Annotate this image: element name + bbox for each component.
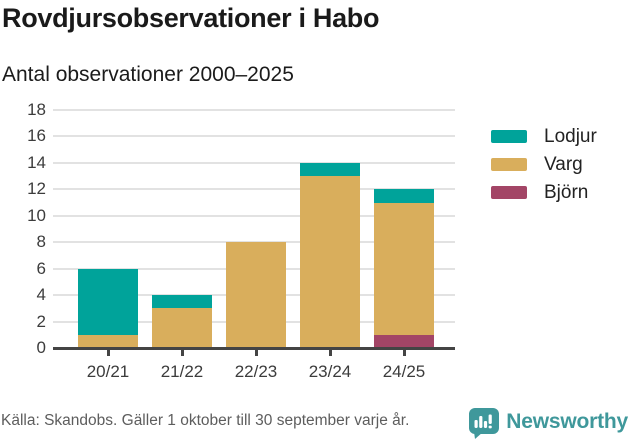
x-axis-tick-label: 24/25 xyxy=(382,362,426,381)
gridline-16 xyxy=(53,135,455,138)
bar-segment-varg-23-24 xyxy=(300,176,360,348)
bar-segment-lodjur-23-24 xyxy=(300,162,360,177)
bar-segment-lodjur-20-21 xyxy=(78,268,138,335)
x-axis-tick xyxy=(255,350,258,356)
y-axis-tick-label: 14 xyxy=(27,152,46,172)
chart-title: Rovdjursobservationer i Habo xyxy=(2,3,380,33)
legend: Lodjur Varg Björn xyxy=(491,127,597,211)
legend-swatch-lodjur xyxy=(491,130,527,143)
bar-segment-lodjur-24-25 xyxy=(374,189,434,203)
gridline-12 xyxy=(53,188,455,191)
legend-swatch-varg xyxy=(491,158,527,171)
bar-segment-varg-22-23 xyxy=(226,242,286,348)
bar-segment-varg-21-22 xyxy=(152,308,212,348)
bar-segment-björn-24-25 xyxy=(374,334,434,348)
x-axis-tick xyxy=(403,350,406,356)
legend-label-varg: Varg xyxy=(544,154,583,175)
y-axis-tick-label: 18 xyxy=(27,100,46,119)
x-axis-tick xyxy=(107,350,110,356)
gridline-14 xyxy=(53,161,455,164)
x-axis-tick-label: 23/24 xyxy=(308,362,352,381)
source-note: Källa: Skandobs. Gäller 1 oktober till 3… xyxy=(1,412,410,429)
legend-label-lodjur: Lodjur xyxy=(544,126,597,147)
y-axis-tick-label: 16 xyxy=(27,126,46,146)
y-axis-tick-label: 6 xyxy=(36,258,46,278)
legend-item-lodjur: Lodjur xyxy=(491,127,597,146)
gridline-10 xyxy=(53,214,455,217)
legend-label-bjorn: Björn xyxy=(544,182,589,203)
bar-segment-varg-20-21 xyxy=(78,334,138,348)
y-axis-tick-label: 2 xyxy=(36,311,46,331)
legend-swatch-bjorn xyxy=(491,186,527,199)
x-axis-tick xyxy=(181,350,184,356)
x-axis-line xyxy=(53,347,455,350)
chart-subtitle: Antal observationer 2000–2025 xyxy=(2,63,294,86)
y-axis-tick-label: 8 xyxy=(36,232,46,252)
bar-segment-lodjur-21-22 xyxy=(152,295,212,309)
gridline-18 xyxy=(53,109,455,111)
x-axis-tick xyxy=(329,350,332,356)
bar-segment-varg-24-25 xyxy=(374,202,434,335)
x-axis-tick-label: 20/21 xyxy=(86,362,130,381)
y-axis-tick-label: 0 xyxy=(36,338,46,357)
x-axis-tick-label: 22/23 xyxy=(234,362,278,381)
y-axis-tick-label: 4 xyxy=(36,285,46,305)
y-axis-tick-label: 12 xyxy=(27,179,46,199)
legend-item-varg: Varg xyxy=(491,155,597,174)
x-axis-tick-label: 21/22 xyxy=(160,362,204,381)
newsworthy-wordmark: Newsworthy xyxy=(506,410,628,433)
newsworthy-logo-icon xyxy=(469,408,500,439)
newsworthy-logo: Newsworthy xyxy=(469,406,628,439)
y-axis-tick-label: 10 xyxy=(27,205,46,225)
legend-item-bjorn: Björn xyxy=(491,183,597,202)
